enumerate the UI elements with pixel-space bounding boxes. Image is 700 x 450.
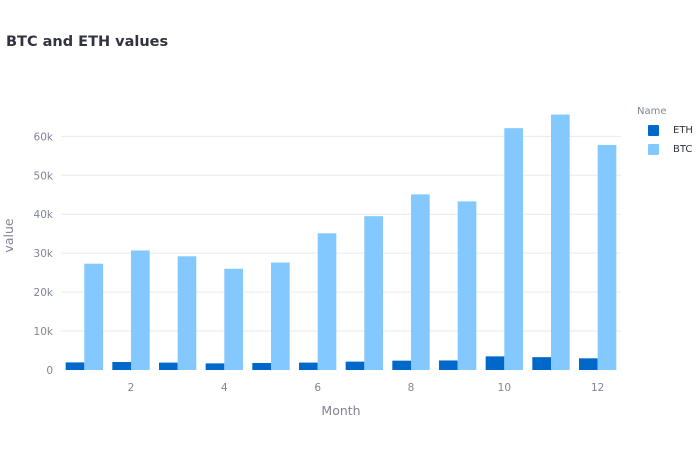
bar-btc-month-3[interactable] [177, 256, 197, 370]
bar-eth-month-7[interactable] [345, 361, 365, 370]
legend-swatch-btc [648, 143, 659, 155]
y-tick-label: 50k [34, 170, 54, 182]
y-axis-label: value [1, 218, 16, 252]
y-axis-ticks: 0 10k 20k 30k 40k 50k 60k [34, 131, 54, 377]
x-tick-label: 2 [128, 382, 135, 394]
legend-item-eth[interactable]: ETH [648, 123, 693, 137]
y-tick-label: 30k [34, 248, 54, 260]
grid-lines [61, 135, 621, 332]
bar-btc-month-1[interactable] [84, 263, 103, 370]
x-tick-label: 6 [314, 382, 321, 394]
bar-btc-month-2[interactable] [131, 250, 150, 370]
bar-eth-month-5[interactable] [252, 362, 271, 370]
bar-eth-month-1[interactable] [65, 362, 85, 370]
bar-btc-month-6[interactable] [317, 233, 337, 370]
bar-btc-month-12[interactable] [597, 144, 617, 370]
bar-btc-month-11[interactable] [551, 114, 570, 370]
bar-eth-month-2[interactable] [112, 362, 131, 370]
bars [65, 114, 617, 370]
bar-btc-month-7[interactable] [364, 216, 383, 370]
bar-eth-month-12[interactable] [579, 358, 598, 370]
bar-eth-month-11[interactable] [532, 357, 551, 370]
bar-eth-month-3[interactable] [159, 362, 178, 370]
legend-title: Name [637, 106, 667, 117]
y-tick-label: 20k [34, 287, 54, 299]
bar-eth-month-6[interactable] [299, 362, 318, 370]
y-tick-label: 10k [34, 326, 54, 338]
bar-btc-month-5[interactable] [271, 262, 290, 370]
bar-btc-month-10[interactable] [504, 128, 523, 370]
x-tick-label: 10 [498, 382, 511, 394]
bar-eth-month-10[interactable] [485, 356, 505, 370]
y-tick-label: 0 [46, 365, 53, 377]
x-tick-label: 8 [408, 382, 415, 394]
bar-btc-month-8[interactable] [411, 194, 430, 370]
x-tick-label: 12 [591, 382, 604, 394]
bar-eth-month-9[interactable] [439, 360, 458, 370]
bar-eth-month-4[interactable] [205, 363, 225, 370]
legend-label-btc: BTC [673, 143, 693, 155]
y-tick-label: 60k [34, 131, 54, 143]
chart-title: BTC and ETH values [6, 34, 169, 50]
x-axis-label: Month [321, 403, 360, 418]
legend-label-eth: ETH [673, 124, 693, 136]
x-axis-ticks: 2 4 6 8 10 12 [128, 382, 605, 394]
x-tick-label: 4 [221, 382, 228, 394]
y-tick-label: 40k [34, 209, 54, 221]
bar-btc-month-4[interactable] [224, 268, 243, 370]
bar-eth-month-8[interactable] [392, 360, 411, 370]
bar-btc-month-9[interactable] [457, 201, 477, 370]
legend-item-btc[interactable]: BTC [648, 142, 692, 156]
legend-swatch-eth [648, 124, 659, 136]
